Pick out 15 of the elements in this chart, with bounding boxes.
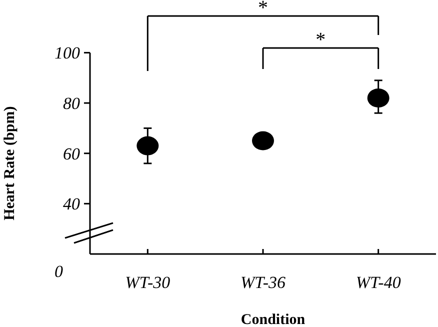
y-tick-label: 100 <box>54 44 80 63</box>
text: * <box>258 0 268 19</box>
text: 0 <box>54 262 64 281</box>
x-tick-label: WT-30 <box>125 273 171 292</box>
x-axis-title: Condition <box>240 312 306 327</box>
y-axis-title: Heart Rate (bpm) <box>2 106 18 220</box>
text: * <box>316 29 326 51</box>
point <box>367 88 390 108</box>
point <box>136 136 159 156</box>
y-tick-label: 40 <box>63 194 80 214</box>
y-tick-label: 80 <box>63 94 80 113</box>
y-tick-label: 60 <box>63 144 80 164</box>
x-tick-label: WT-36 <box>240 273 286 292</box>
x-tick-label: WT-40 <box>356 273 402 292</box>
point <box>252 131 274 150</box>
